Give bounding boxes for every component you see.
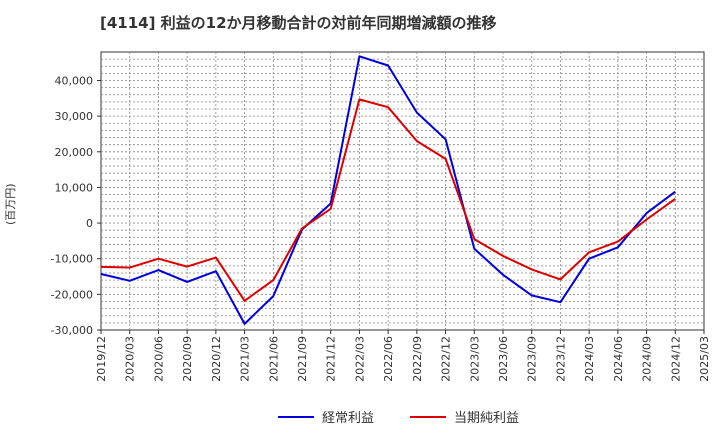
- x-tick-label: 2024/03: [583, 336, 596, 382]
- x-tick-label: 2025/03: [698, 336, 711, 382]
- series-lines: [100, 55, 676, 325]
- x-tick-label: 2019/12: [95, 336, 108, 382]
- x-tick-label: 2024/06: [612, 336, 625, 382]
- legend: 経常利益 当期純利益: [278, 411, 519, 426]
- legend-label: 当期純利益: [454, 411, 519, 426]
- y-tick-label: 30,000: [55, 110, 94, 123]
- series-line-当期純利益: [100, 98, 676, 302]
- x-tick-label: 2022/12: [440, 336, 453, 382]
- x-tick-label: 2021/06: [267, 336, 280, 382]
- x-tick-label: 2024/12: [669, 336, 682, 382]
- y-tick-label: -20,000: [51, 288, 93, 301]
- x-tick-label: 2021/09: [296, 336, 309, 382]
- x-tick-label: 2023/12: [554, 336, 567, 382]
- grid-lines: [101, 52, 704, 330]
- x-tick-label: 2022/09: [411, 336, 424, 382]
- legend-label: 経常利益: [322, 411, 374, 426]
- x-tick-label: 2022/06: [382, 336, 395, 382]
- y-tick-label: 10,000: [55, 181, 94, 194]
- series-line-経常利益: [100, 55, 676, 325]
- x-tick-label: 2024/09: [641, 336, 654, 382]
- y-tick-label: 40,000: [55, 75, 94, 88]
- y-tick-label: 0: [86, 217, 93, 230]
- x-tick-label: 2020/09: [181, 336, 194, 382]
- y-tick-labels: -30,000 -20,000 -10,000 0 10,000 20,000 30,000…: [51, 75, 101, 337]
- plot-area: [100, 51, 705, 331]
- x-tick-label: 2020/06: [152, 336, 165, 382]
- x-tick-labels: 2019/12 2020/03 2020/06 2020/09 2020/12 2021/…: [95, 330, 711, 382]
- x-tick-label: 2023/03: [468, 336, 481, 382]
- x-tick-label: 2021/03: [239, 336, 252, 382]
- x-tick-label: 2023/06: [497, 336, 510, 382]
- x-tick-label: 2020/03: [124, 336, 137, 382]
- y-tick-label: -30,000: [51, 324, 93, 337]
- x-tick-label: 2020/12: [210, 336, 223, 382]
- chart-title: [4114] 利益の12か月移動合計の対前年同期増減額の推移: [100, 14, 497, 32]
- y-tick-label: -10,000: [51, 253, 93, 266]
- x-tick-label: 2023/09: [526, 336, 539, 382]
- x-tick-label: 2022/03: [353, 336, 366, 382]
- y-tick-label: 20,000: [55, 146, 94, 159]
- x-tick-label: 2021/12: [325, 336, 338, 382]
